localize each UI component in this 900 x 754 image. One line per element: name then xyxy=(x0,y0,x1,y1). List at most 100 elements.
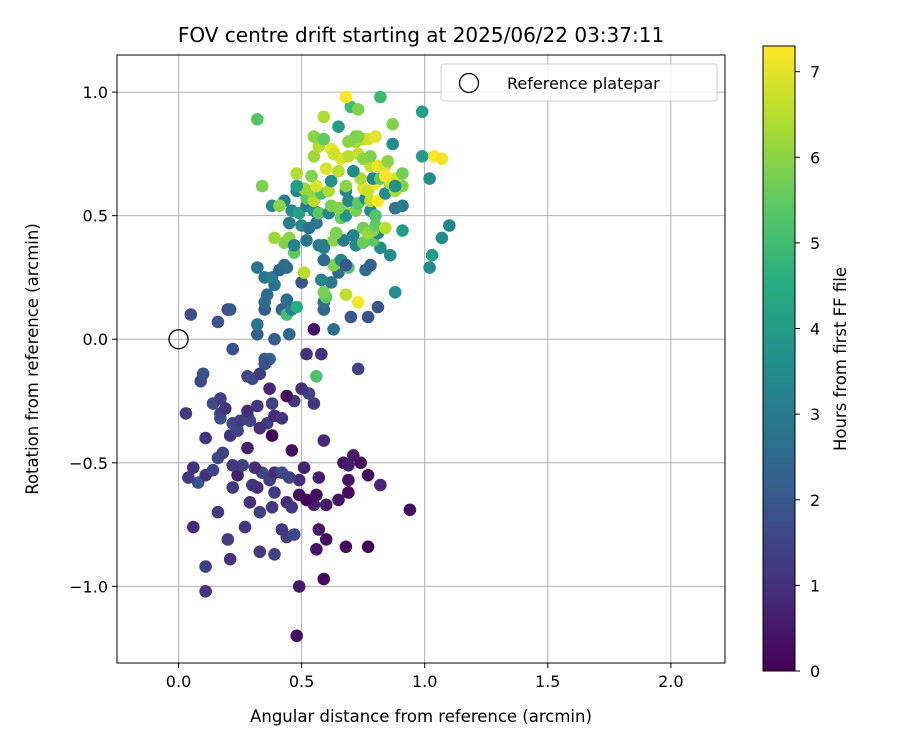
data-point xyxy=(374,90,387,104)
reference-platepar-point xyxy=(168,329,189,350)
data-point xyxy=(327,147,340,161)
data-point xyxy=(211,315,225,329)
data-point xyxy=(184,308,198,321)
data-point xyxy=(347,164,360,178)
data-point xyxy=(315,347,328,361)
data-point xyxy=(324,276,338,289)
colorbar-tick-label: 3 xyxy=(810,405,820,424)
data-point xyxy=(315,273,328,287)
data-point xyxy=(351,130,365,143)
data-point xyxy=(182,471,195,484)
colorbar-ticks: 0 1 2 3 4 5 6 7 xyxy=(795,63,820,681)
data-point xyxy=(253,421,267,435)
data-point xyxy=(379,169,392,183)
legend-marker-icon xyxy=(458,72,480,94)
data-point xyxy=(206,463,220,477)
data-point xyxy=(250,328,264,341)
data-point xyxy=(435,231,449,245)
data-point xyxy=(339,90,353,104)
data-point xyxy=(250,481,264,494)
data-point xyxy=(415,105,429,119)
data-point xyxy=(317,434,331,447)
data-point xyxy=(221,533,235,546)
data-point xyxy=(374,478,387,492)
data-point xyxy=(285,444,299,457)
data-point xyxy=(388,286,402,299)
data-point xyxy=(312,471,326,484)
data-point xyxy=(248,461,262,475)
data-point xyxy=(300,234,313,247)
data-point xyxy=(292,488,306,502)
data-point xyxy=(327,323,340,336)
data-point xyxy=(379,221,392,235)
data-point xyxy=(435,152,449,166)
data-point xyxy=(236,459,249,472)
data-point xyxy=(253,505,267,519)
data-point xyxy=(339,540,353,554)
data-point xyxy=(379,187,392,200)
data-point xyxy=(339,179,353,193)
data-point xyxy=(260,288,274,302)
data-point xyxy=(351,362,365,376)
data-point xyxy=(329,226,343,240)
data-point xyxy=(364,150,377,163)
data-point xyxy=(223,303,237,316)
data-point xyxy=(273,199,286,213)
data-point xyxy=(332,493,345,507)
data-point xyxy=(307,397,321,410)
data-point xyxy=(243,414,257,428)
data-point xyxy=(317,253,331,267)
data-point xyxy=(283,328,296,341)
data-point xyxy=(241,441,254,455)
colorbar-tick-label: 4 xyxy=(810,320,820,339)
colorbar-label: Hours from first FF file xyxy=(831,267,850,451)
data-point xyxy=(342,150,355,163)
data-point xyxy=(307,130,321,143)
data-point xyxy=(241,404,254,418)
data-point xyxy=(443,219,456,232)
data-point xyxy=(253,545,267,559)
chart-title: FOV centre drift starting at 2025/06/22 … xyxy=(178,23,664,47)
data-point xyxy=(258,357,272,371)
data-point xyxy=(297,266,311,279)
data-point xyxy=(226,342,239,356)
data-point xyxy=(253,367,267,381)
data-point xyxy=(199,560,212,573)
data-point xyxy=(317,239,331,252)
data-point xyxy=(216,446,230,460)
colorbar-tick-label: 5 xyxy=(810,234,820,253)
data-point xyxy=(332,120,345,133)
data-point xyxy=(263,382,276,396)
data-point xyxy=(305,169,318,183)
data-point xyxy=(265,429,279,442)
plot-frame xyxy=(116,54,726,664)
data-point xyxy=(290,179,304,193)
data-point xyxy=(386,137,400,151)
colorbar-tick-label: 1 xyxy=(810,576,820,595)
y-tick-label: 1.0 xyxy=(83,83,108,102)
data-point xyxy=(361,310,375,324)
data-point xyxy=(211,505,225,519)
data-point xyxy=(278,258,291,272)
data-point xyxy=(283,471,296,484)
x-tick-label: 1.0 xyxy=(412,672,437,691)
x-tick-label: 2.0 xyxy=(658,672,683,691)
data-point xyxy=(238,520,252,534)
data-point xyxy=(310,488,323,502)
data-point xyxy=(347,229,360,242)
data-point xyxy=(369,219,382,232)
data-point xyxy=(381,155,395,168)
data-point xyxy=(423,172,436,185)
data-point xyxy=(371,300,385,314)
data-point xyxy=(386,117,400,131)
y-axis-ticks: −1.0 −0.5 0.0 0.5 1.0 xyxy=(69,83,117,596)
data-point xyxy=(223,552,237,566)
data-point xyxy=(361,540,375,554)
data-point xyxy=(285,501,299,514)
data-point xyxy=(280,389,294,403)
data-point xyxy=(423,261,436,274)
data-point xyxy=(300,347,313,361)
data-point xyxy=(383,248,397,262)
data-point xyxy=(388,179,402,193)
